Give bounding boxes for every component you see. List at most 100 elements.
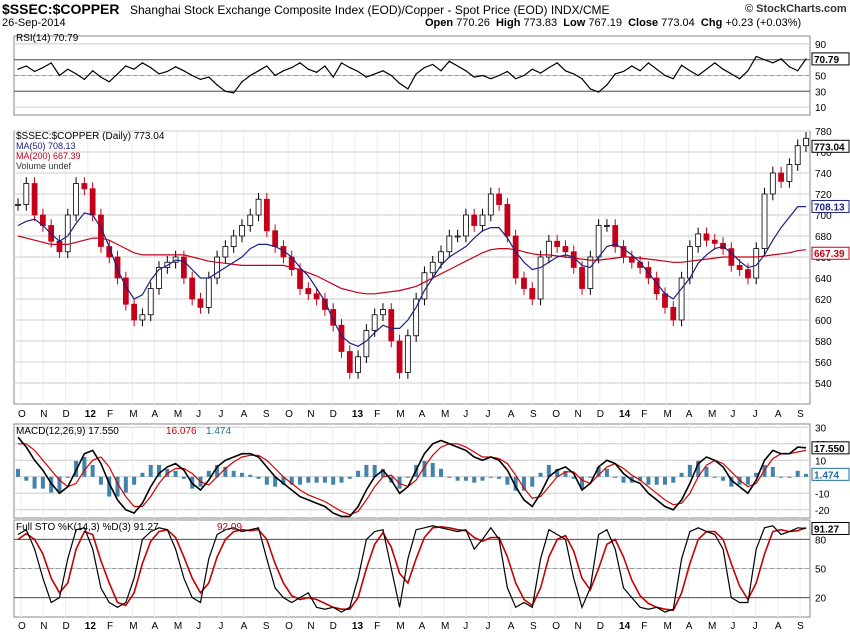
rsi-point bbox=[208, 76, 210, 78]
price-bar-body bbox=[380, 309, 386, 316]
rsi-point bbox=[382, 70, 384, 72]
price-bar-body bbox=[487, 193, 494, 216]
value-tag: 708.13 bbox=[814, 202, 845, 213]
x-tick-label: M bbox=[708, 409, 716, 420]
x-tick-label: O bbox=[285, 621, 293, 632]
price-bar-body bbox=[222, 246, 229, 258]
x-tick-label: O bbox=[285, 409, 293, 420]
x-tick-label: J bbox=[753, 409, 758, 420]
x-tick-label: N bbox=[40, 409, 47, 420]
price-bar-body bbox=[15, 204, 21, 206]
x-tick-label: A bbox=[419, 409, 426, 420]
macd-histogram-bar bbox=[621, 476, 626, 483]
x-tick-label: N bbox=[307, 409, 314, 420]
rsi-point bbox=[374, 73, 376, 75]
x-tick-label: A bbox=[686, 409, 693, 420]
macd-histogram-bar bbox=[57, 476, 62, 493]
rsi-point bbox=[83, 78, 85, 81]
price-bar-body bbox=[753, 248, 760, 279]
macd-histogram-bar bbox=[322, 476, 327, 483]
y-tick-label: 680 bbox=[815, 232, 832, 243]
macd-histogram-bar bbox=[298, 476, 303, 485]
sto-k-line bbox=[17, 525, 807, 613]
x-tick-label: 14 bbox=[619, 409, 631, 420]
macd-histogram-bar bbox=[281, 476, 286, 485]
rsi-point bbox=[349, 67, 351, 69]
rsi-point bbox=[324, 65, 326, 67]
price-bar-body bbox=[371, 314, 378, 331]
rsi-point bbox=[108, 81, 110, 83]
value-tag: 1.474 bbox=[814, 470, 839, 481]
rsi-point bbox=[332, 76, 334, 78]
price-bar-body bbox=[579, 267, 585, 289]
macd-histogram-bar bbox=[314, 476, 319, 483]
price-bar-body bbox=[181, 256, 187, 279]
y-tick-label: 720 bbox=[815, 190, 832, 201]
rsi-point bbox=[448, 60, 450, 62]
macd-histogram-bar bbox=[16, 468, 20, 477]
price-bar-body bbox=[363, 330, 370, 358]
value-tag-box bbox=[811, 467, 850, 481]
rsi-point bbox=[423, 67, 426, 69]
value-tag: 70.79 bbox=[814, 55, 839, 66]
rsi-point bbox=[631, 65, 633, 67]
x-tick-label: 13 bbox=[352, 409, 364, 420]
rsi-point bbox=[772, 62, 774, 64]
macd-histogram-bar bbox=[613, 476, 618, 478]
macd-histogram-bar bbox=[98, 476, 103, 485]
stockcharts-brand: © StockCharts.com bbox=[745, 3, 847, 15]
low-value: 767.19 bbox=[588, 17, 622, 29]
x-tick-label: A bbox=[152, 409, 159, 420]
y-tick-label: 80 bbox=[815, 535, 827, 546]
x-tick-label: A bbox=[241, 409, 248, 420]
high-label: High bbox=[495, 17, 521, 29]
macd-histogram-bar bbox=[679, 472, 684, 477]
price-bar-body bbox=[23, 183, 30, 205]
rsi-point bbox=[191, 74, 193, 77]
x-tick-label: J bbox=[730, 409, 735, 420]
x-tick-label: O bbox=[18, 409, 26, 420]
price-panel bbox=[13, 130, 811, 405]
macd-histogram-bar bbox=[513, 476, 518, 491]
price-bar-body bbox=[678, 277, 685, 321]
x-tick-label: J bbox=[753, 621, 758, 632]
rsi-point bbox=[440, 70, 442, 72]
price-bar-body bbox=[64, 214, 71, 253]
x-tick-label: J bbox=[218, 409, 223, 420]
chg-label: Chg bbox=[700, 17, 723, 29]
x-tick-label: F bbox=[107, 621, 113, 632]
price-bar-body bbox=[197, 298, 204, 308]
macd-histogram-bar bbox=[380, 468, 385, 477]
price-bar-body bbox=[496, 193, 502, 205]
x-tick-label: 13 bbox=[352, 621, 364, 632]
rsi-point bbox=[614, 73, 616, 75]
macd-histogram-bar bbox=[671, 476, 676, 483]
macd-histogram-bar bbox=[754, 472, 759, 477]
price-bar-body bbox=[189, 277, 196, 300]
price-bar-body bbox=[769, 172, 776, 195]
macd-histogram-bar bbox=[638, 476, 643, 481]
rsi-point bbox=[216, 84, 218, 86]
rsi-line bbox=[17, 55, 807, 94]
x-tick-label: D bbox=[63, 409, 70, 420]
price-bar-body bbox=[355, 356, 361, 373]
x-tick-label: J bbox=[196, 409, 201, 420]
x-tick-label: A bbox=[508, 621, 515, 632]
y-tick-label: -10 bbox=[815, 489, 830, 500]
rsi-point bbox=[257, 70, 260, 72]
rsi-point bbox=[166, 70, 168, 73]
rsi-point bbox=[788, 66, 791, 68]
rsi-point bbox=[291, 67, 293, 69]
macd-histogram-bar bbox=[273, 476, 278, 487]
x-tick-label: M bbox=[396, 621, 404, 632]
price-bar-body bbox=[438, 251, 444, 263]
rsi-point bbox=[365, 76, 367, 78]
rsi-point bbox=[523, 74, 525, 77]
rsi-point bbox=[390, 74, 392, 77]
price-bar-body bbox=[545, 240, 552, 258]
rsi-point bbox=[398, 82, 401, 84]
rsi-point bbox=[133, 68, 135, 70]
value-tag-box bbox=[811, 521, 850, 535]
rsi-point bbox=[50, 62, 52, 64]
